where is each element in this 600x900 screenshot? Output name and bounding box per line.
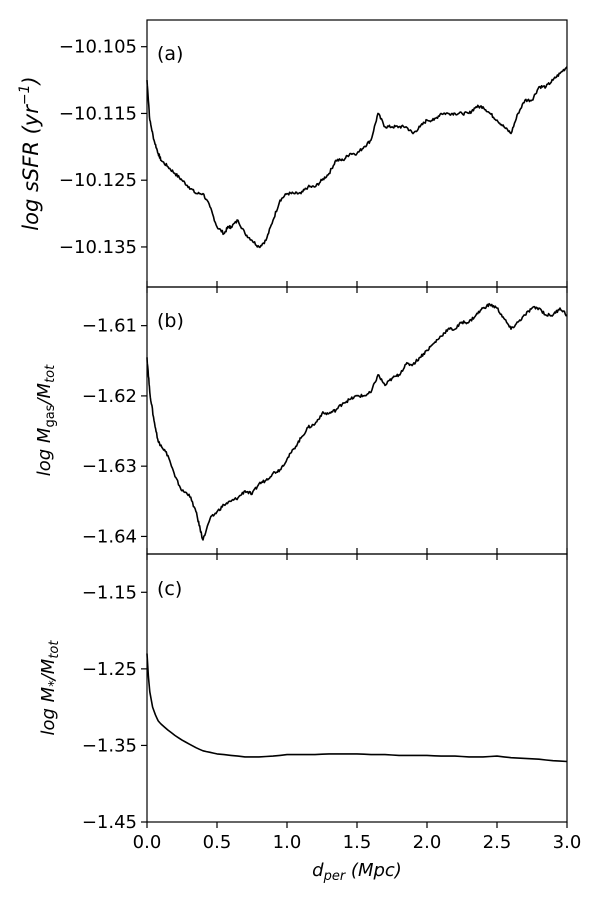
panel-c-ylabel-sub2: tot (47, 640, 62, 659)
ytick-label: −10.125 (59, 170, 137, 191)
ytick-label: −1.25 (82, 659, 137, 680)
panel-a-ylabel-sup: −1 (17, 85, 33, 106)
ytick-label: −1.62 (82, 386, 137, 407)
panel-b: −1.61 −1.62 −1.63 −1.64 (b) log Mgas/Mtot (34, 281, 568, 560)
panel-b-ylabel-sub2: tot (43, 364, 58, 383)
panel-a-series-line (146, 66, 568, 249)
ytick-label: −10.135 (59, 237, 137, 258)
panel-c-label: (c) (157, 578, 182, 600)
panel-a-ylabel-close: ) (19, 76, 43, 86)
panel-c-yticks: −1.15 −1.25 −1.35 −1.45 (82, 582, 147, 833)
panel-c: −1.15 −1.25 −1.35 −1.45 0.0 0.5 1.0 1.5 2.0 2.5 3… (38, 548, 581, 884)
panel-b-ylabel-sub1: gas (43, 404, 58, 427)
xtick-label: 2.5 (483, 832, 512, 853)
panel-a-xticks (146, 287, 568, 293)
panel-c-xlabel-main: d (312, 860, 324, 881)
ytick-label: −1.45 (82, 812, 137, 833)
panel-b-label: (b) (157, 310, 184, 332)
panel-c-xticks: 0.0 0.5 1.0 1.5 2.0 2.5 3.0 (133, 548, 582, 853)
xtick-label: 1.5 (343, 832, 372, 853)
panel-b-frame (146, 286, 568, 555)
xtick-label: 0.0 (133, 832, 162, 853)
panel-a-yticks: −10.105 −10.115 −10.125 −10.135 (59, 37, 147, 258)
xtick-label: 3.0 (553, 832, 582, 853)
panel-a: −10.105 −10.115 −10.125 −10.135 (a) log sSF… (17, 19, 568, 293)
xtick-label: 2.0 (413, 832, 442, 853)
panel-b-ylabel: log Mgas/Mtot (34, 364, 58, 476)
ytick-label: −1.61 (82, 316, 137, 337)
panel-c-series-line (146, 653, 568, 763)
ytick-label: −10.115 (59, 103, 137, 124)
panel-b-ylabel-mid: /M (34, 382, 55, 406)
panel-a-label: (a) (157, 43, 183, 65)
ytick-label: −1.35 (82, 735, 137, 756)
ytick-label: −1.64 (82, 526, 137, 547)
xtick-label: 0.5 (203, 832, 232, 853)
panel-c-ylabel-sub1: * (47, 680, 62, 687)
panel-a-ylabel: log sSFR (yr−1) (17, 76, 43, 230)
panel-c-frame (146, 553, 568, 823)
panel-b-series-line (146, 302, 568, 541)
xtick-label: 1.0 (273, 832, 302, 853)
panel-b-yticks: −1.61 −1.62 −1.63 −1.64 (82, 316, 147, 547)
panel-c-ylabel: log M*/Mtot (38, 640, 62, 736)
ytick-label: −1.15 (82, 582, 137, 603)
panel-c-ylabel-main: log M (38, 686, 59, 735)
ytick-label: −1.63 (82, 456, 137, 477)
panel-c-xlabel: dper (Mpc) (312, 860, 402, 884)
panel-c-ylabel-mid: /M (38, 658, 59, 682)
panel-c-xlabel-rest: (Mpc) (345, 860, 402, 881)
panel-c-xlabel-sub: per (323, 869, 347, 884)
panel-a-ylabel-main: log sSFR (yr (19, 104, 43, 231)
ytick-label: −10.105 (59, 37, 137, 58)
panel-b-ylabel-main: log M (34, 427, 55, 476)
